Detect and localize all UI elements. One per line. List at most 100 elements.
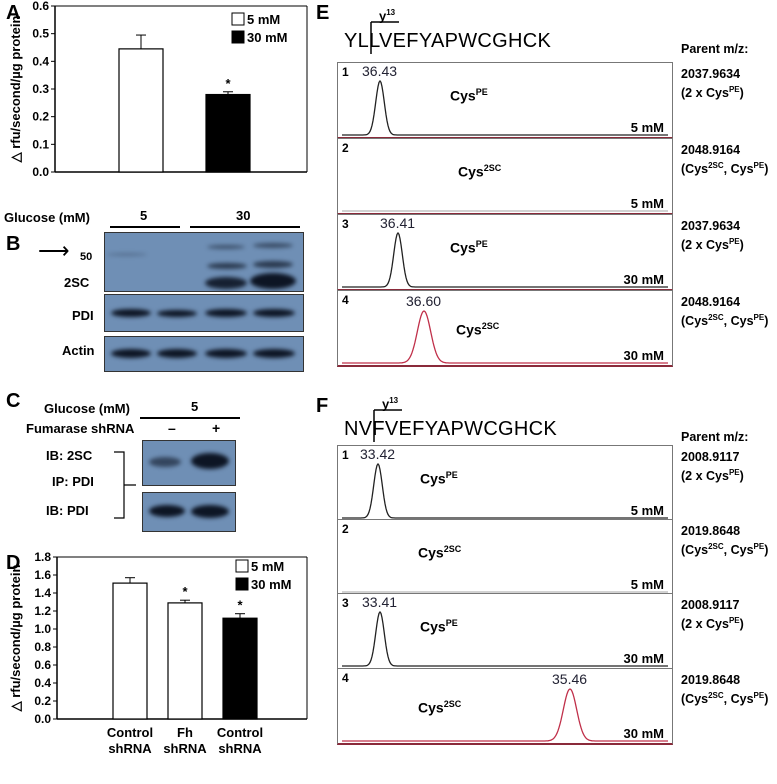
fragment-ion-marker [373, 409, 402, 442]
trace-number: 3 [342, 217, 349, 231]
y-tick-label: 1.0 [34, 622, 51, 636]
panel-a-chart: 0.0 0.1 0.2 0.3 0.4 0.5 0.6 △ rfu/second/µg pro… [8, 0, 308, 179]
trace-glucose: 30 mM [623, 651, 664, 666]
chromatogram-trace-2: 2 5 mM Cys2SC [337, 138, 673, 215]
peptide-sequence: NVFVEFYAPWCGHCK [344, 418, 557, 441]
peak-retention-time: 33.41 [362, 594, 398, 610]
trace-glucose: 30 mM [623, 726, 664, 741]
y-tick-label: 0.0 [34, 712, 51, 726]
y-tick-label: 0.3 [32, 82, 49, 96]
y-tick-label: 1.8 [34, 550, 51, 564]
chromatogram-peak [342, 79, 668, 136]
trace-plot [342, 610, 668, 667]
trace-plot [342, 591, 668, 593]
arrow-right-icon: ⟶ [38, 238, 70, 263]
peptide-part-a: NV [344, 418, 373, 440]
b-row-2sc: 2SC [64, 275, 90, 290]
trace-plot [342, 210, 668, 212]
chromatogram-trace-3: 3 30 mM CysPE 36.41 [337, 214, 673, 291]
chromatogram-peak [342, 610, 668, 667]
trace-plot [342, 688, 668, 742]
b-label-30: 30 [236, 208, 251, 223]
x-tick-label: shRNA [218, 741, 262, 756]
chromatogram-peak [342, 688, 668, 742]
b-row-actin: Actin [62, 343, 95, 358]
chromatogram-trace-4: 4 30 mM Cys2SC 35.46 [337, 668, 673, 745]
cys-label: Cys2SC [418, 544, 462, 561]
c-plus: + [212, 420, 221, 436]
c-ib-2sc: IB: 2SC [46, 448, 93, 463]
significance-mark: * [225, 76, 231, 91]
blot-pdi [104, 294, 304, 332]
panel-label-c: C [6, 390, 21, 412]
y-tick-label: 0.8 [34, 640, 51, 654]
panel-label-b: B [6, 233, 21, 255]
chromatogram-trace-4: 4 30 mM Cys2SC 36.60 [337, 290, 673, 367]
cys-label: Cys2SC [418, 699, 462, 716]
bar [167, 602, 203, 720]
b-marker-50: 50 [80, 251, 93, 263]
bar [205, 93, 251, 173]
legend-swatch [231, 12, 245, 26]
parent-mz: 2019.8648 (Cys2SC, CysPE) [681, 673, 769, 707]
cys-label: CysPE [450, 87, 488, 104]
y-tick-label: 0.4 [34, 676, 51, 690]
panel-label-e: E [316, 2, 330, 24]
chromatogram-trace-1: 1 5 mM CysPE 36.43 [337, 62, 673, 139]
parent-mz-header: Parent m/z: [681, 42, 749, 56]
trace-plot [342, 231, 668, 288]
c-shrna-label: Fumarase shRNA [26, 421, 135, 436]
peak-retention-time: 36.60 [406, 293, 442, 309]
significance-mark: * [182, 584, 188, 599]
trace-glucose: 30 mM [623, 348, 664, 363]
b-bracket-5 [110, 226, 180, 228]
legend-label: 30 mM [251, 577, 291, 592]
cys-label: Cys2SC [458, 163, 502, 180]
peak-retention-time: 35.46 [552, 671, 588, 687]
legend-swatch [235, 577, 249, 591]
trace-number: 2 [342, 141, 349, 155]
fragment-ion-label: y13 [379, 8, 396, 24]
b-label-5: 5 [140, 208, 148, 223]
x-tick-label: Control [107, 725, 153, 740]
legend-label: 30 mM [247, 30, 287, 45]
blot-c-2sc [142, 440, 236, 486]
y-tick-label: 0.6 [34, 658, 51, 672]
parent-mz: 2037.9634 (2 x CysPE) [681, 67, 744, 101]
trace-number: 1 [342, 65, 349, 79]
trace-plot [342, 310, 668, 364]
c-minus: – [168, 420, 176, 436]
trace-plot [342, 79, 668, 136]
legend-label: 5 mM [247, 12, 280, 27]
chromatogram-peak [342, 462, 668, 519]
x-tick-label: shRNA [163, 741, 207, 756]
trace-glucose: 30 mM [623, 272, 664, 287]
cys-label: Cys2SC [456, 321, 500, 338]
peptide-part-b: FVEFYAPWCGHCK [372, 418, 558, 440]
y-tick-label: 0.6 [32, 0, 49, 13]
y-axis-label: △ rfu/second/µg protein [8, 16, 23, 164]
trace-number: 4 [342, 671, 349, 685]
c-bracket [140, 417, 240, 419]
x-tick-label: Control [217, 725, 263, 740]
y-axis-label: △ rfu/second/µg protein [8, 565, 23, 713]
cys-label: CysPE [420, 470, 458, 487]
y-tick-label: 1.4 [34, 586, 51, 600]
x-tick-label: Fh [177, 725, 193, 740]
c-ib-pdi: IB: PDI [46, 503, 89, 518]
trace-number: 4 [342, 293, 349, 307]
blot-actin [104, 336, 304, 372]
y-tick-label: 1.6 [34, 568, 51, 582]
y-tick-label: 1.2 [34, 604, 51, 618]
trace-glucose: 5 mM [630, 503, 664, 518]
c-brace [114, 451, 136, 519]
c-glucose-label: Glucose (mM) [44, 401, 130, 416]
b-bracket-30 [190, 226, 300, 228]
chromatogram-trace-3: 3 30 mM CysPE 33.41 [337, 593, 673, 670]
peak-retention-time: 36.43 [362, 63, 398, 79]
peptide-sequence: YLLVEFYAPWCGHCK [344, 30, 551, 53]
panel-label-f: F [316, 395, 329, 417]
bar [222, 617, 258, 720]
trace-number: 1 [342, 448, 349, 462]
y-tick-label: 0.4 [32, 54, 49, 68]
